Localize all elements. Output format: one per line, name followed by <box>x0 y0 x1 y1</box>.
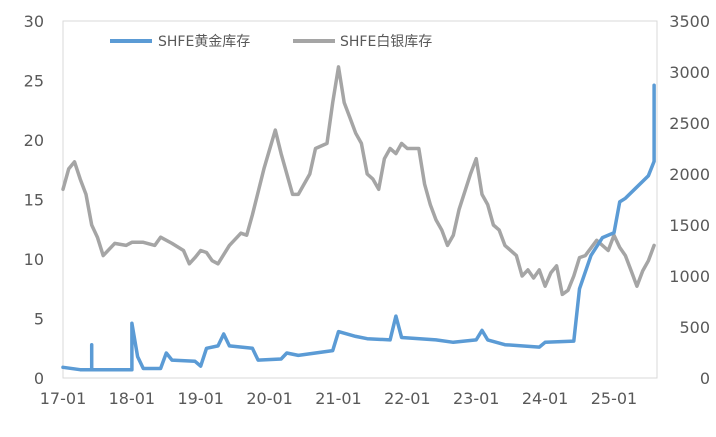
plot-area <box>62 20 658 379</box>
x-tick-label: 20-01 <box>246 389 293 408</box>
x-tick-label: 21-01 <box>315 389 362 408</box>
left-tick-label: 15 <box>24 191 44 210</box>
right-tick-label: 1000 <box>669 267 710 286</box>
x-tick-label: 24-01 <box>522 389 569 408</box>
right-tick-label: 3500 <box>669 12 710 31</box>
x-tick-label: 22-01 <box>384 389 431 408</box>
right-tick-label: 0 <box>700 369 710 388</box>
left-axis-ticks: 0 5 10 15 20 25 30 <box>24 12 44 388</box>
left-tick-label: 10 <box>24 250 44 269</box>
series-lines <box>61 65 656 372</box>
left-tick-label: 25 <box>24 72 44 91</box>
left-tick-label: 5 <box>34 310 44 329</box>
right-tick-label: 2000 <box>669 165 710 184</box>
right-tick-label: 500 <box>679 318 710 337</box>
x-tick-label: 23-01 <box>453 389 500 408</box>
x-tick-label: 18-01 <box>109 389 156 408</box>
x-tick-label: 19-01 <box>177 389 224 408</box>
legend-label: SHFE白银库存 <box>340 34 432 50</box>
right-axis-ticks: 0 500 1000 1500 2000 2500 3000 3500 <box>669 12 710 388</box>
left-tick-label: 0 <box>34 369 44 388</box>
series-line-silver <box>61 65 656 297</box>
left-tick-label: 20 <box>24 131 44 150</box>
x-tick-label: 25-01 <box>591 389 638 408</box>
left-tick-label: 30 <box>24 12 44 31</box>
x-tick-label: 17-01 <box>40 389 87 408</box>
legend-label: SHFE黄金库存 <box>158 33 250 50</box>
right-tick-label: 1500 <box>669 216 710 235</box>
x-axis-ticks: 17-01 18-01 19-01 20-01 21-01 22-01 23-01 24-01… <box>40 389 637 408</box>
right-tick-label: 2500 <box>669 114 710 133</box>
right-tick-label: 3000 <box>669 63 710 82</box>
legend: SHFE黄金库存 SHFE白银库存 <box>110 33 432 50</box>
series-line-gold <box>61 83 656 372</box>
